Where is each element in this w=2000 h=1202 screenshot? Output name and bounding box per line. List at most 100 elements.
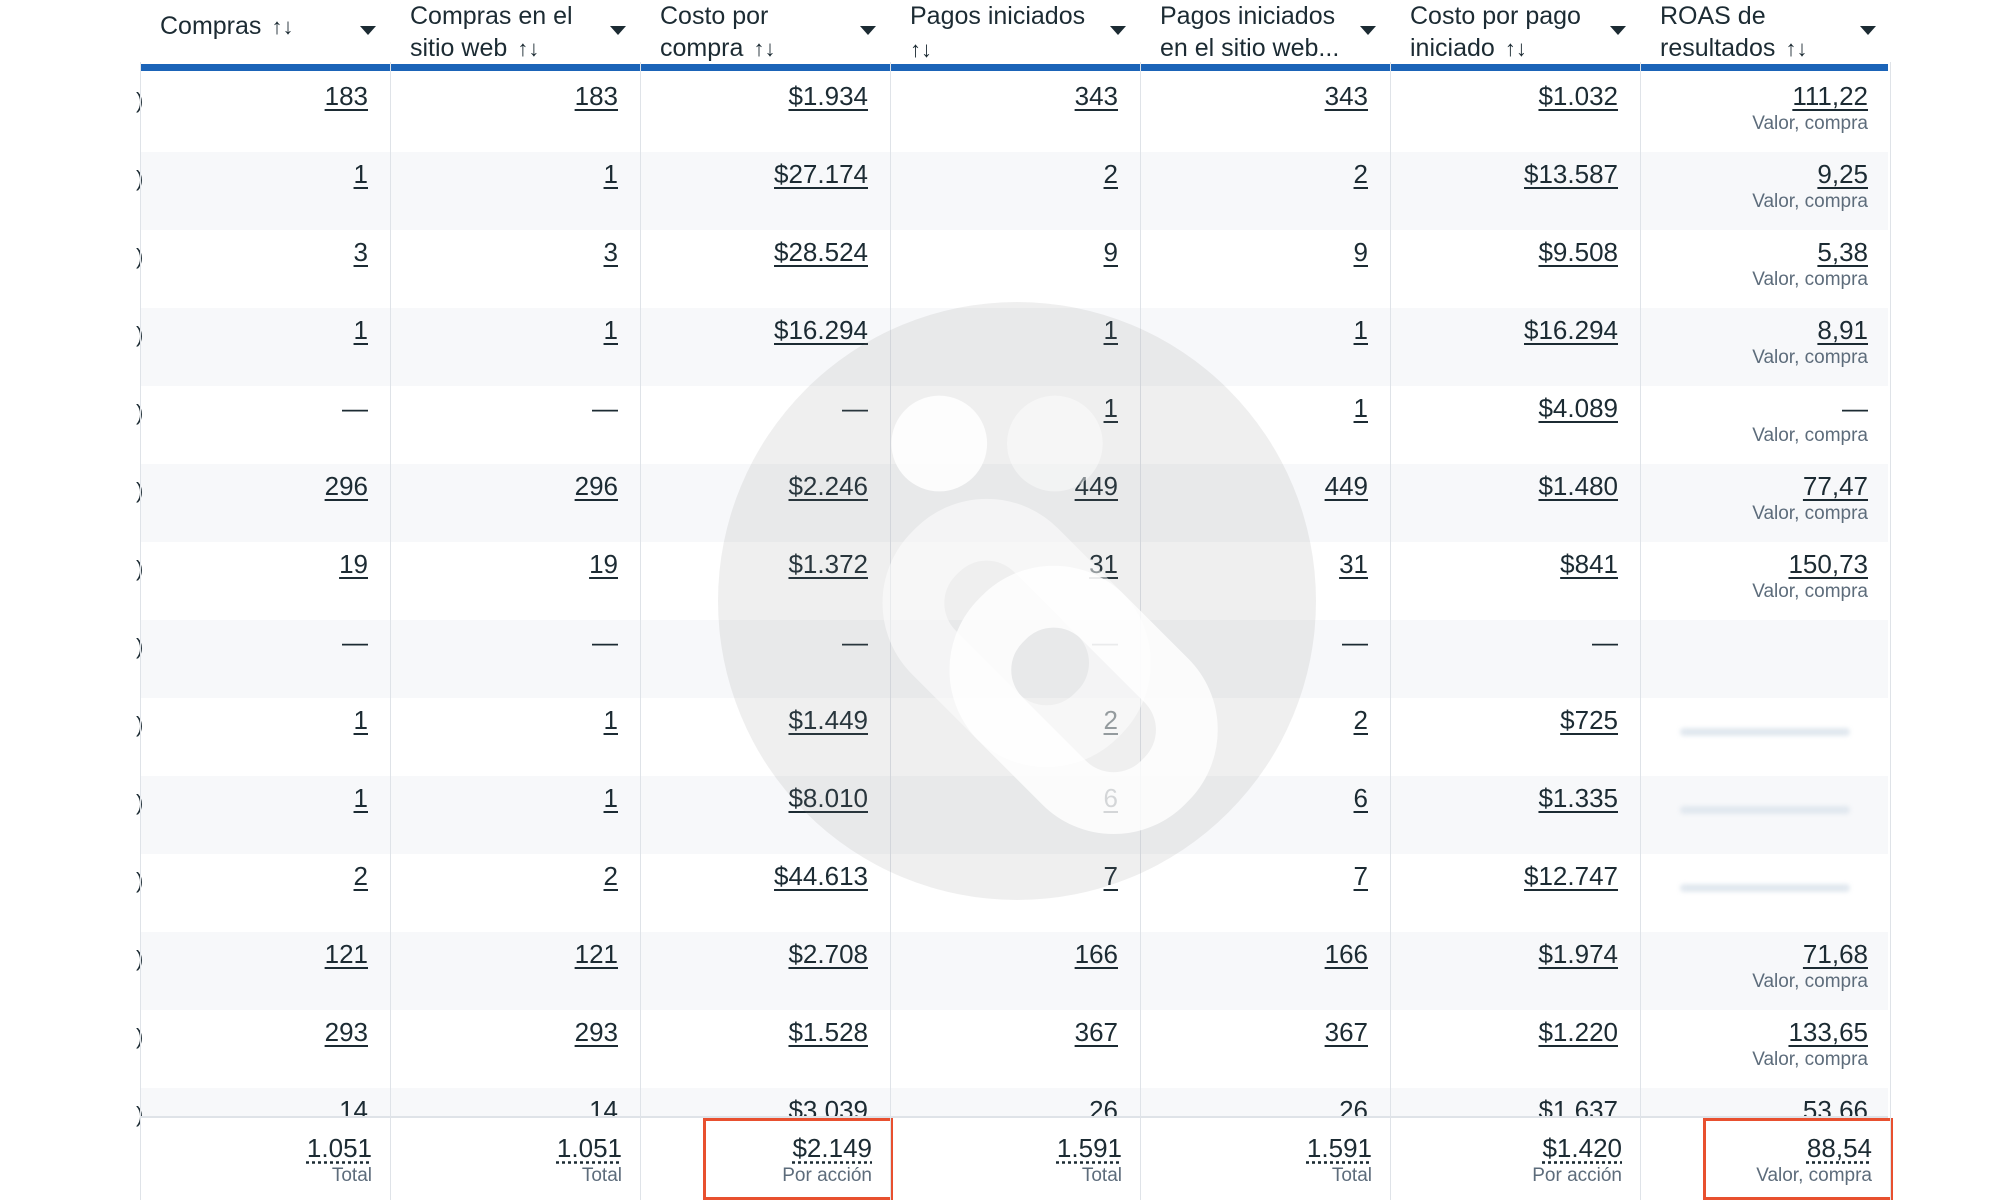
cell-value[interactable]: $1.032 <box>1538 81 1618 111</box>
cell-value[interactable]: 8,91 <box>1817 315 1868 345</box>
cell-value[interactable]: 31 <box>1089 549 1118 579</box>
dropdown-caret-icon[interactable] <box>1860 26 1876 35</box>
column-header-label[interactable]: Costo por compra ↑↓ <box>660 0 850 65</box>
column-header[interactable]: Pagos iniciados en el sitio web... <box>1140 0 1390 62</box>
cell-value[interactable]: $2.246 <box>788 471 868 501</box>
cell-value[interactable]: 7 <box>1353 861 1368 891</box>
dropdown-caret-icon[interactable] <box>1360 26 1376 35</box>
cell-value[interactable]: 343 <box>1074 81 1118 111</box>
dropdown-caret-icon[interactable] <box>1610 26 1626 35</box>
dropdown-caret-icon[interactable] <box>860 26 876 35</box>
cell-value[interactable]: $9.508 <box>1538 237 1618 267</box>
total-value[interactable]: 88,54 <box>1806 1133 1872 1163</box>
cell-value[interactable]: 1 <box>603 315 618 345</box>
cell-value[interactable]: 121 <box>574 939 618 969</box>
cell-value[interactable]: 6 <box>1103 783 1118 813</box>
cell-value[interactable]: 1 <box>1103 315 1118 345</box>
cell-value[interactable]: 2 <box>1353 159 1368 189</box>
cell-value[interactable]: 1 <box>603 705 618 735</box>
cell-value[interactable]: 150,73 <box>1788 549 1868 579</box>
cell-value[interactable]: 6 <box>1353 783 1368 813</box>
sort-icon[interactable]: ↑↓ <box>1779 36 1808 61</box>
cell-value[interactable]: $12.747 <box>1524 861 1618 891</box>
dropdown-caret-icon[interactable] <box>1110 26 1126 35</box>
cell-value[interactable]: 121 <box>324 939 368 969</box>
cell-value[interactable]: 2 <box>1353 705 1368 735</box>
cell-value[interactable]: $16.294 <box>774 315 868 345</box>
cell-value[interactable]: 2 <box>1103 159 1118 189</box>
cell-value[interactable]: 3 <box>603 237 618 267</box>
total-value[interactable]: $2.149 <box>792 1133 872 1163</box>
column-header[interactable]: Compras en el sitio web ↑↓ <box>390 0 640 62</box>
cell-value[interactable]: 367 <box>1324 1017 1368 1047</box>
cell-value[interactable]: 77,47 <box>1802 471 1868 501</box>
cell-value[interactable]: $1.335 <box>1538 783 1618 813</box>
cell-value[interactable]: 1 <box>353 705 368 735</box>
cell-value[interactable]: 449 <box>1324 471 1368 501</box>
sort-icon[interactable]: ↑↓ <box>747 36 776 61</box>
cell-value[interactable]: 1 <box>603 159 618 189</box>
cell-value[interactable]: $1.528 <box>788 1017 868 1047</box>
cell-value[interactable]: 183 <box>574 81 618 111</box>
cell-value[interactable]: 183 <box>324 81 368 111</box>
cell-value[interactable]: 166 <box>1074 939 1118 969</box>
cell-value[interactable]: 19 <box>339 549 368 579</box>
column-header-label[interactable]: Pagos iniciados ↑↓ <box>910 0 1100 66</box>
cell-value[interactable]: $13.587 <box>1524 159 1618 189</box>
cell-value[interactable]: $2.708 <box>788 939 868 969</box>
cell-value[interactable]: 1 <box>353 783 368 813</box>
cell-value[interactable]: 111,22 <box>1792 81 1868 111</box>
column-header-label[interactable]: Costo por pago iniciado ↑↓ <box>1410 0 1600 65</box>
cell-value[interactable]: $841 <box>1560 549 1618 579</box>
column-header[interactable]: ROAS de resultados ↑↓ <box>1640 0 1890 62</box>
sort-icon[interactable]: ↑↓ <box>1498 36 1527 61</box>
total-value[interactable]: 1.051 <box>306 1133 372 1163</box>
cell-value[interactable]: 2 <box>1103 705 1118 735</box>
cell-value[interactable]: 1 <box>1353 393 1368 423</box>
cell-value[interactable]: 3 <box>353 237 368 267</box>
column-header[interactable]: Pagos iniciados ↑↓ <box>890 0 1140 62</box>
dropdown-caret-icon[interactable] <box>360 26 376 35</box>
column-header-label[interactable]: Compras en el sitio web ↑↓ <box>410 0 600 65</box>
cell-value[interactable]: 367 <box>1074 1017 1118 1047</box>
dropdown-caret-icon[interactable] <box>610 26 626 35</box>
cell-value[interactable]: 296 <box>324 471 368 501</box>
cell-value[interactable]: $27.174 <box>774 159 868 189</box>
cell-value[interactable]: $8.010 <box>788 783 868 813</box>
total-value[interactable]: $1.420 <box>1542 1133 1622 1163</box>
column-header[interactable]: Costo por pago iniciado ↑↓ <box>1390 0 1640 62</box>
total-value[interactable]: 1.591 <box>1056 1133 1122 1163</box>
cell-value[interactable]: 133,65 <box>1788 1017 1868 1047</box>
sort-icon[interactable]: ↑↓ <box>511 36 540 61</box>
cell-value[interactable]: $28.524 <box>774 237 868 267</box>
cell-value[interactable]: 449 <box>1074 471 1118 501</box>
cell-value[interactable]: $4.089 <box>1538 393 1618 423</box>
total-value[interactable]: 1.591 <box>1306 1133 1372 1163</box>
cell-value[interactable]: $725 <box>1560 705 1618 735</box>
total-value[interactable]: 1.051 <box>556 1133 622 1163</box>
cell-value[interactable]: 2 <box>603 861 618 891</box>
column-header-label[interactable]: ROAS de resultados ↑↓ <box>1660 0 1850 65</box>
cell-value[interactable]: 343 <box>1324 81 1368 111</box>
cell-value[interactable]: $1.480 <box>1538 471 1618 501</box>
cell-value[interactable]: $1.449 <box>788 705 868 735</box>
cell-value[interactable]: 9 <box>1353 237 1368 267</box>
cell-value[interactable]: 1 <box>1103 393 1118 423</box>
cell-value[interactable]: 71,68 <box>1802 939 1868 969</box>
column-header-label[interactable]: Pagos iniciados en el sitio web... <box>1160 0 1350 64</box>
cell-value[interactable]: $1.372 <box>788 549 868 579</box>
cell-value[interactable]: 1 <box>353 159 368 189</box>
cell-value[interactable]: 9,25 <box>1817 159 1868 189</box>
cell-value[interactable]: 296 <box>574 471 618 501</box>
cell-value[interactable]: 19 <box>589 549 618 579</box>
cell-value[interactable]: $16.294 <box>1524 315 1618 345</box>
cell-value[interactable]: 7 <box>1103 861 1118 891</box>
sort-icon[interactable]: ↑↓ <box>265 14 294 39</box>
cell-value[interactable]: 1 <box>353 315 368 345</box>
sort-icon[interactable]: ↑↓ <box>910 37 932 62</box>
cell-value[interactable]: 293 <box>324 1017 368 1047</box>
cell-value[interactable]: 1 <box>1353 315 1368 345</box>
column-header[interactable]: Costo por compra ↑↓ <box>640 0 890 62</box>
column-header-label[interactable]: Compras ↑↓ <box>160 0 350 43</box>
cell-value[interactable]: $1.220 <box>1538 1017 1618 1047</box>
